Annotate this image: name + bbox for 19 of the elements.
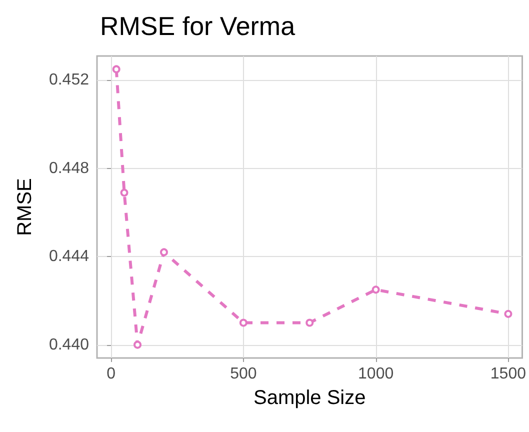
x-tick-label: 1500 (490, 366, 526, 382)
x-tick-label: 0 (106, 366, 116, 382)
y-tick-label: 0.444 (48, 248, 90, 266)
point (372, 286, 380, 294)
x-axis-title: Sample Size (253, 387, 366, 409)
point (160, 248, 168, 256)
y-tick-label: 0.452 (48, 72, 90, 89)
y-tick-label: 0.448 (48, 160, 90, 177)
x-tick-label: 1000 (358, 366, 394, 382)
point (504, 310, 512, 318)
point (112, 65, 120, 74)
x-tick-label: 500 (230, 366, 257, 382)
y-tick-label: 0.440 (48, 336, 90, 354)
point (120, 188, 128, 197)
point (306, 318, 314, 327)
point (239, 318, 248, 327)
y-axis-title: RMSE (14, 178, 36, 236)
point (134, 340, 142, 349)
chart-title: RMSE for Verma (100, 11, 296, 41)
